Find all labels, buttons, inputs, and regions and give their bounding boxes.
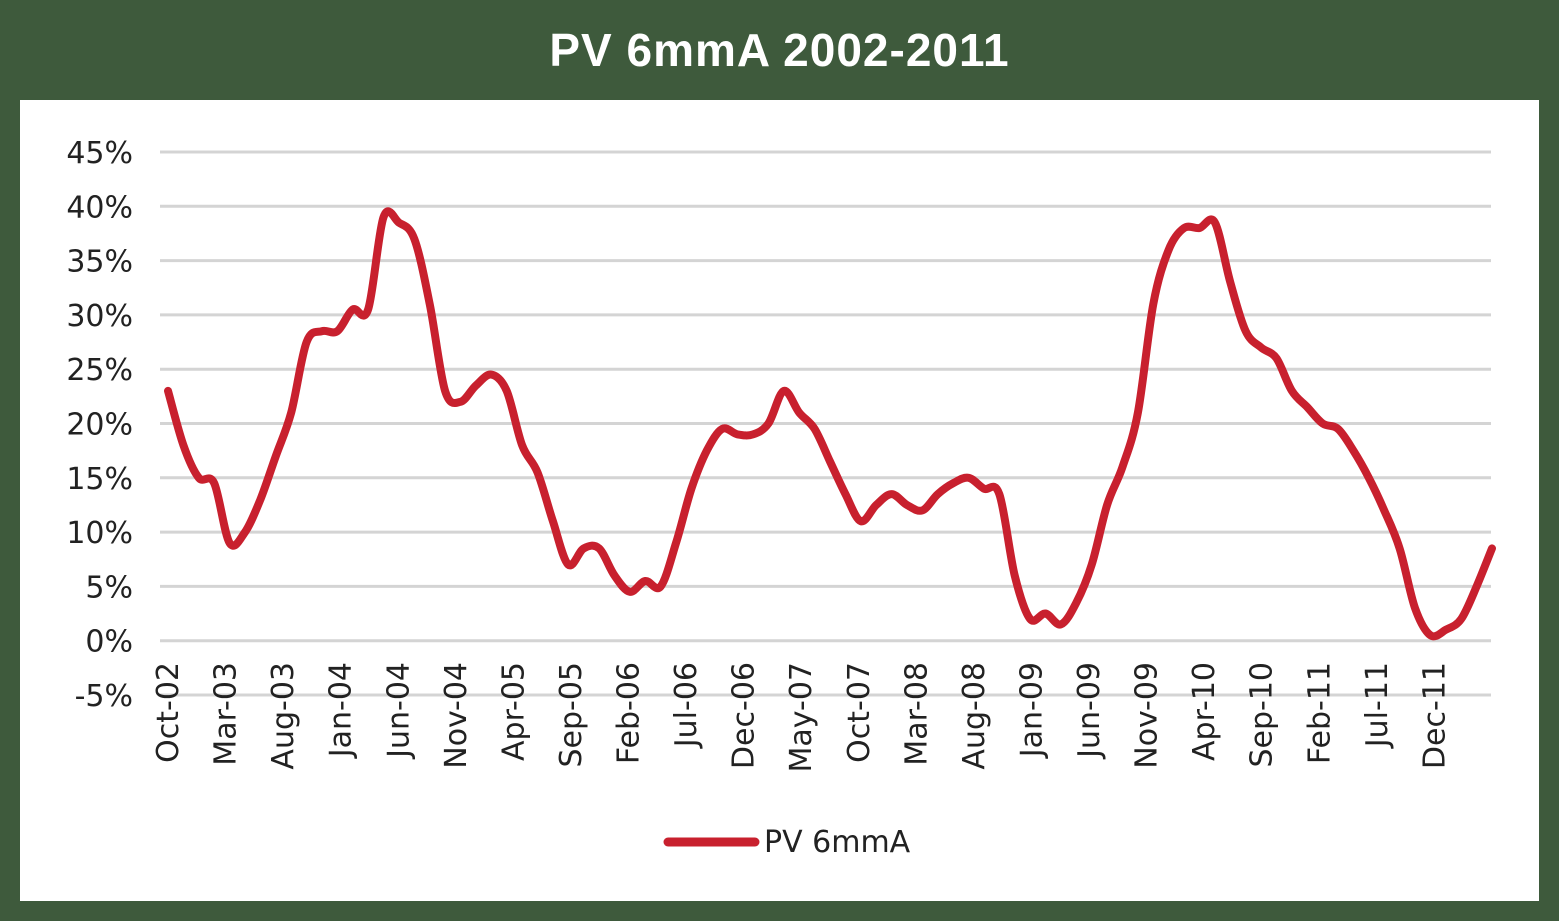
y-axis: 45% 40% 35% 30% 25% 20% 15% 10% 5% 0% -5% xyxy=(66,136,133,714)
chart-title: PV 6mmA 2002-2011 xyxy=(549,24,1010,76)
x-tick-label: Jul-06 xyxy=(669,662,704,749)
x-tick-label: Jul-11 xyxy=(1360,662,1395,749)
y-tick-label: 25% xyxy=(66,353,133,388)
x-tick-label: Nov-09 xyxy=(1130,662,1165,769)
x-tick-label: Oct-07 xyxy=(842,662,877,763)
x-tick-label: Feb-11 xyxy=(1302,662,1337,764)
y-tick-label: -5% xyxy=(75,679,133,714)
y-tick-label: 15% xyxy=(66,462,133,497)
x-tick-label: Nov-04 xyxy=(439,662,474,769)
y-tick-label: 10% xyxy=(66,516,133,551)
gridlines xyxy=(160,150,1491,697)
series-line-pv-6mma xyxy=(164,207,1496,641)
y-tick-label: 40% xyxy=(66,190,133,225)
x-axis: Oct-02 Mar-03 Aug-03 Jan-04 Jun-04 Nov-04 Apr-… xyxy=(151,662,1452,773)
x-tick-label: Apr-05 xyxy=(496,662,531,761)
x-tick-label: Jan-04 xyxy=(324,662,359,759)
x-tick-label: Sep-05 xyxy=(554,662,589,768)
x-tick-label: Oct-02 xyxy=(151,662,186,763)
x-tick-label: Aug-08 xyxy=(957,662,992,770)
line-chart: 45% 40% 35% 30% 25% 20% 15% 10% 5% 0% -5% Oct-02 Ma… xyxy=(66,136,1496,860)
legend: PV 6mmA xyxy=(663,825,911,860)
y-tick-label: 30% xyxy=(66,299,133,334)
x-tick-label: Mar-03 xyxy=(209,662,244,766)
x-tick-label: Dec-06 xyxy=(727,662,762,769)
x-tick-label: Sep-10 xyxy=(1245,662,1280,768)
y-tick-label: 0% xyxy=(85,625,133,660)
x-tick-label: Jan-09 xyxy=(1014,662,1049,759)
legend-label: PV 6mmA xyxy=(764,825,911,860)
plot-panel: 45% 40% 35% 30% 25% 20% 15% 10% 5% 0% -5% Oct-02 Ma… xyxy=(20,100,1539,901)
series-group xyxy=(164,207,1496,641)
y-tick-label: 20% xyxy=(66,408,133,443)
y-tick-label: 5% xyxy=(85,570,133,605)
x-tick-label: Dec-11 xyxy=(1417,662,1452,769)
x-tick-label: Aug-03 xyxy=(266,662,301,770)
x-tick-label: Jun-09 xyxy=(1072,662,1107,760)
x-tick-label: Feb-06 xyxy=(612,662,647,764)
x-tick-label: Mar-08 xyxy=(899,662,934,766)
x-tick-label: Apr-10 xyxy=(1187,662,1222,761)
x-tick-label: May-07 xyxy=(784,662,819,773)
y-tick-label: 35% xyxy=(66,245,133,280)
y-tick-label: 45% xyxy=(66,136,133,171)
x-tick-label: Jun-04 xyxy=(381,662,416,760)
